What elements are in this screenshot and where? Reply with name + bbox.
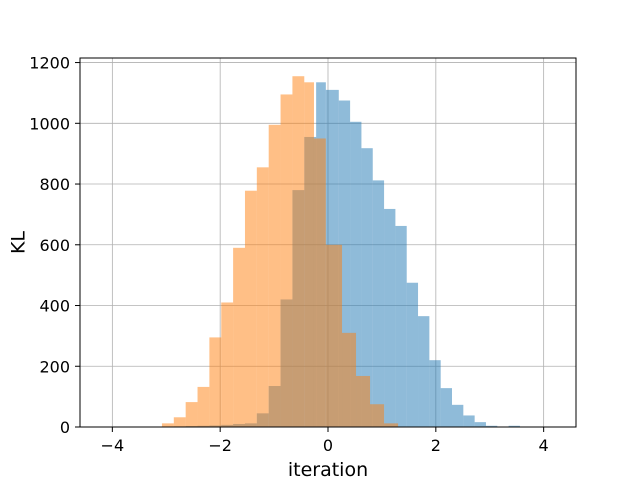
histogram-bar xyxy=(280,94,293,427)
histogram-bar xyxy=(197,386,210,427)
x-tick-label: −4 xyxy=(101,436,125,455)
histogram-bar xyxy=(209,337,222,427)
y-tick-label: 600 xyxy=(39,236,70,255)
histogram-bar xyxy=(338,100,351,427)
histogram-bar xyxy=(304,82,314,427)
histogram-bar xyxy=(342,332,357,427)
histogram-bar xyxy=(361,148,373,427)
y-tick-label: 1000 xyxy=(29,114,70,133)
y-tick-label: 400 xyxy=(39,297,70,316)
histogram-bar xyxy=(452,404,464,427)
histogram-bar xyxy=(350,121,362,428)
histogram-bar xyxy=(372,180,385,427)
histogram-bar xyxy=(292,76,305,427)
x-tick-label: 4 xyxy=(539,436,549,455)
histogram-bar xyxy=(463,415,475,427)
x-axis-label: iteration xyxy=(288,459,368,480)
histogram-bar xyxy=(233,247,245,427)
histogram-bar xyxy=(185,402,198,427)
histogram-bar xyxy=(370,404,385,427)
x-tick-label: −2 xyxy=(208,436,232,455)
histogram-bar xyxy=(429,360,441,427)
y-tick-label: 1200 xyxy=(29,54,70,73)
histogram-bar xyxy=(356,375,371,427)
histogram-bar xyxy=(384,423,399,427)
histogram-bar xyxy=(406,282,419,427)
bars xyxy=(150,76,520,428)
y-tick-label: 200 xyxy=(39,357,70,376)
histogram-bar xyxy=(244,190,257,427)
histogram-bar xyxy=(440,388,452,427)
histogram-bar xyxy=(161,423,174,427)
x-tick-label: 2 xyxy=(431,436,441,455)
histogram-bar xyxy=(508,425,520,427)
x-tick-label: 0 xyxy=(323,436,333,455)
histogram-bar xyxy=(418,316,430,427)
histogram-bar xyxy=(485,425,498,427)
histogram-bar xyxy=(313,138,326,427)
ticks: −4 −2 0 2 4 0 200 400 600 800 1000 1200 xyxy=(29,54,548,455)
y-tick-label: 0 xyxy=(60,418,70,437)
histogram-bar xyxy=(173,417,186,427)
y-axis-label: KL xyxy=(8,231,30,254)
histogram-bar xyxy=(256,167,269,428)
histogram-bar xyxy=(325,244,343,427)
histogram-bar xyxy=(268,124,281,427)
histogram-bar xyxy=(221,302,234,427)
histogram-bar xyxy=(474,422,486,427)
histogram-bar xyxy=(395,225,407,427)
y-tick-label: 800 xyxy=(39,175,70,194)
histogram-bar xyxy=(384,208,396,427)
